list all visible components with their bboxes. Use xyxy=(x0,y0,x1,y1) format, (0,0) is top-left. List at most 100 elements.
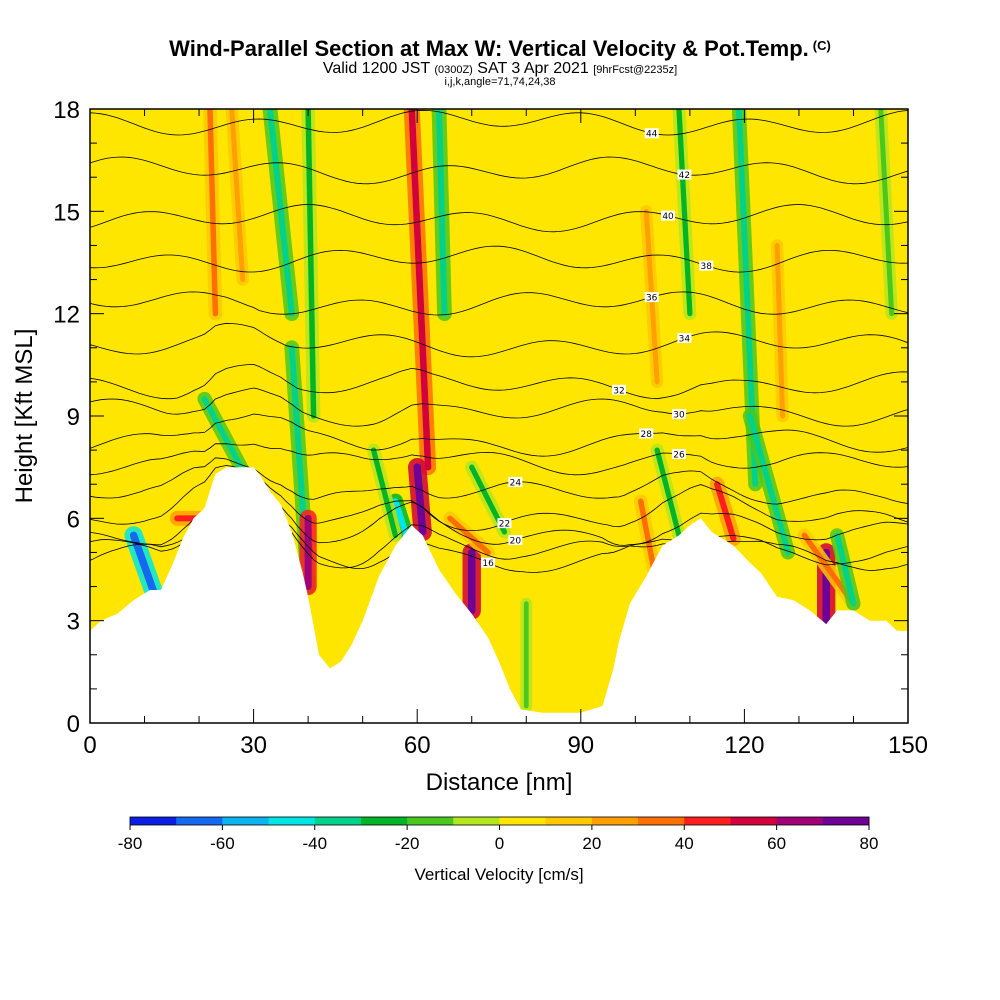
theta-label-38: 38 xyxy=(701,262,713,272)
velocity-core-11 xyxy=(436,109,448,317)
theta-label-bg-32 xyxy=(611,384,626,395)
valid-date: SAT 3 Apr 2021 xyxy=(477,60,589,77)
colorbar-swatch-13 xyxy=(730,817,778,825)
colorbar-swatch-5 xyxy=(360,817,408,825)
vertical-velocity-field xyxy=(124,109,898,712)
theta-contour-42 xyxy=(90,156,908,185)
theta-contour-32 xyxy=(90,363,908,400)
colorbar-tick-label--20: -20 xyxy=(395,834,420,853)
colorbar-tick-label-0: 0 xyxy=(495,834,504,853)
theta-label-bg-34 xyxy=(677,333,692,344)
colorbar-swatch-8 xyxy=(499,817,547,825)
velocity-core-13 xyxy=(370,447,399,539)
chart-indices: i,j,k,angle=71,74,24,38 xyxy=(444,76,556,88)
colorbar-swatch-15 xyxy=(822,817,870,825)
colorbar-swatch-12 xyxy=(684,817,731,825)
chart-title-tag: (C) xyxy=(812,38,831,53)
theta-contour-44 xyxy=(90,109,908,136)
colorbar-tick-label--60: -60 xyxy=(210,834,235,853)
x-axis-label: Distance [nm] xyxy=(426,769,573,796)
theta-label-44: 44 xyxy=(646,130,658,140)
theta-label-42: 42 xyxy=(679,171,690,181)
colorbar-label: Vertical Velocity [cm/s] xyxy=(414,865,583,884)
theta-label-bg-42 xyxy=(677,169,692,180)
chart-title: Wind-Parallel Section at Max W: Vertical… xyxy=(0,36,1000,62)
theta-label-32: 32 xyxy=(613,386,624,396)
theta-label-16: 16 xyxy=(482,559,494,569)
colorbar-tick-label-20: 20 xyxy=(582,834,601,853)
x-tick-label-60: 60 xyxy=(404,732,431,759)
velocity-core-4 xyxy=(305,109,317,419)
theta-label-26: 26 xyxy=(673,451,685,461)
colorbar-swatch-6 xyxy=(407,817,454,825)
theta-label-bg-22 xyxy=(497,518,512,529)
y-tick-label-0: 0 xyxy=(67,711,80,738)
theta-label-bg-16 xyxy=(481,557,496,568)
theta-label-bg-26 xyxy=(671,449,686,460)
colorbar-swatch-10 xyxy=(591,817,639,825)
colorbar-swatch-7 xyxy=(453,817,500,825)
y-tick-label-9: 9 xyxy=(67,404,80,431)
velocity-core-0 xyxy=(129,531,160,601)
y-tick-label-12: 12 xyxy=(53,302,80,329)
theta-label-34: 34 xyxy=(679,335,691,345)
colorbar-swatch-14 xyxy=(776,817,824,825)
velocity-core-21 xyxy=(676,109,693,317)
theta-label-20: 20 xyxy=(510,537,522,547)
theta-label-30: 30 xyxy=(673,411,685,421)
terrain-mask xyxy=(90,467,908,723)
velocity-core-24 xyxy=(714,481,737,542)
colorbar-tick-label-40: 40 xyxy=(675,834,694,853)
theta-contour-30 xyxy=(90,387,908,427)
theta-label-bg-28 xyxy=(639,428,654,439)
y-tick-label-15: 15 xyxy=(53,199,80,226)
y-axis-label: Height [Kft MSL] xyxy=(11,329,38,504)
theta-label-28: 28 xyxy=(641,430,653,440)
valid-prefix: Valid 1200 JST xyxy=(322,60,430,77)
velocity-core-28 xyxy=(834,532,857,607)
y-tick-label-3: 3 xyxy=(67,609,80,636)
theta-contour-24 xyxy=(90,457,908,505)
theta-label-24: 24 xyxy=(510,478,522,488)
colorbar-swatch-0 xyxy=(130,817,177,825)
x-tick-label-0: 0 xyxy=(83,732,96,759)
theta-label-36: 36 xyxy=(646,294,658,304)
theta-label-bg-24 xyxy=(508,476,523,487)
theta-contour-28 xyxy=(90,413,908,457)
colorbar-tick-label-60: 60 xyxy=(767,834,786,853)
theta-label-bg-36 xyxy=(644,292,659,303)
y-tick-label-18: 18 xyxy=(53,97,80,124)
x-tick-label-90: 90 xyxy=(567,732,594,759)
theta-contour-38 xyxy=(90,245,908,273)
colorbar-tick-label--40: -40 xyxy=(302,834,327,853)
colorbar-tick-label-80: 80 xyxy=(860,834,879,853)
velocity-core-15 xyxy=(447,515,491,556)
x-tick-label-120: 120 xyxy=(724,732,764,759)
theta-label-40: 40 xyxy=(662,212,674,222)
x-tick-label-150: 150 xyxy=(888,732,928,759)
theta-label-22: 22 xyxy=(499,520,510,530)
theta-contour-34 xyxy=(90,322,908,358)
colorbar-tick-label--80: -80 xyxy=(118,834,143,853)
velocity-core-19 xyxy=(654,447,682,539)
velocity-core-6 xyxy=(229,109,246,283)
theta-label-bg-40 xyxy=(661,210,676,221)
theta-contour-26 xyxy=(90,443,908,476)
colorbar-swatch-11 xyxy=(638,817,685,825)
velocity-core-9 xyxy=(408,109,432,471)
colorbar: -80 -60 -40 -20 0 20 40 60 80 xyxy=(118,816,879,853)
colorbar-swatch-9 xyxy=(545,817,593,825)
theta-label-bg-38 xyxy=(699,260,714,271)
colorbar-swatch-1 xyxy=(176,817,223,825)
velocity-core-10 xyxy=(413,463,427,536)
colorbar-swatch-4 xyxy=(314,817,362,825)
forecast-info: [9hrFcst@2235z] xyxy=(593,64,678,76)
theta-label-bg-44 xyxy=(644,128,659,139)
theta-label-bg-20 xyxy=(508,535,523,546)
colorbar-swatch-2 xyxy=(222,817,270,825)
valid-zulu: (0300Z) xyxy=(434,64,473,76)
velocity-core-29 xyxy=(878,109,895,317)
